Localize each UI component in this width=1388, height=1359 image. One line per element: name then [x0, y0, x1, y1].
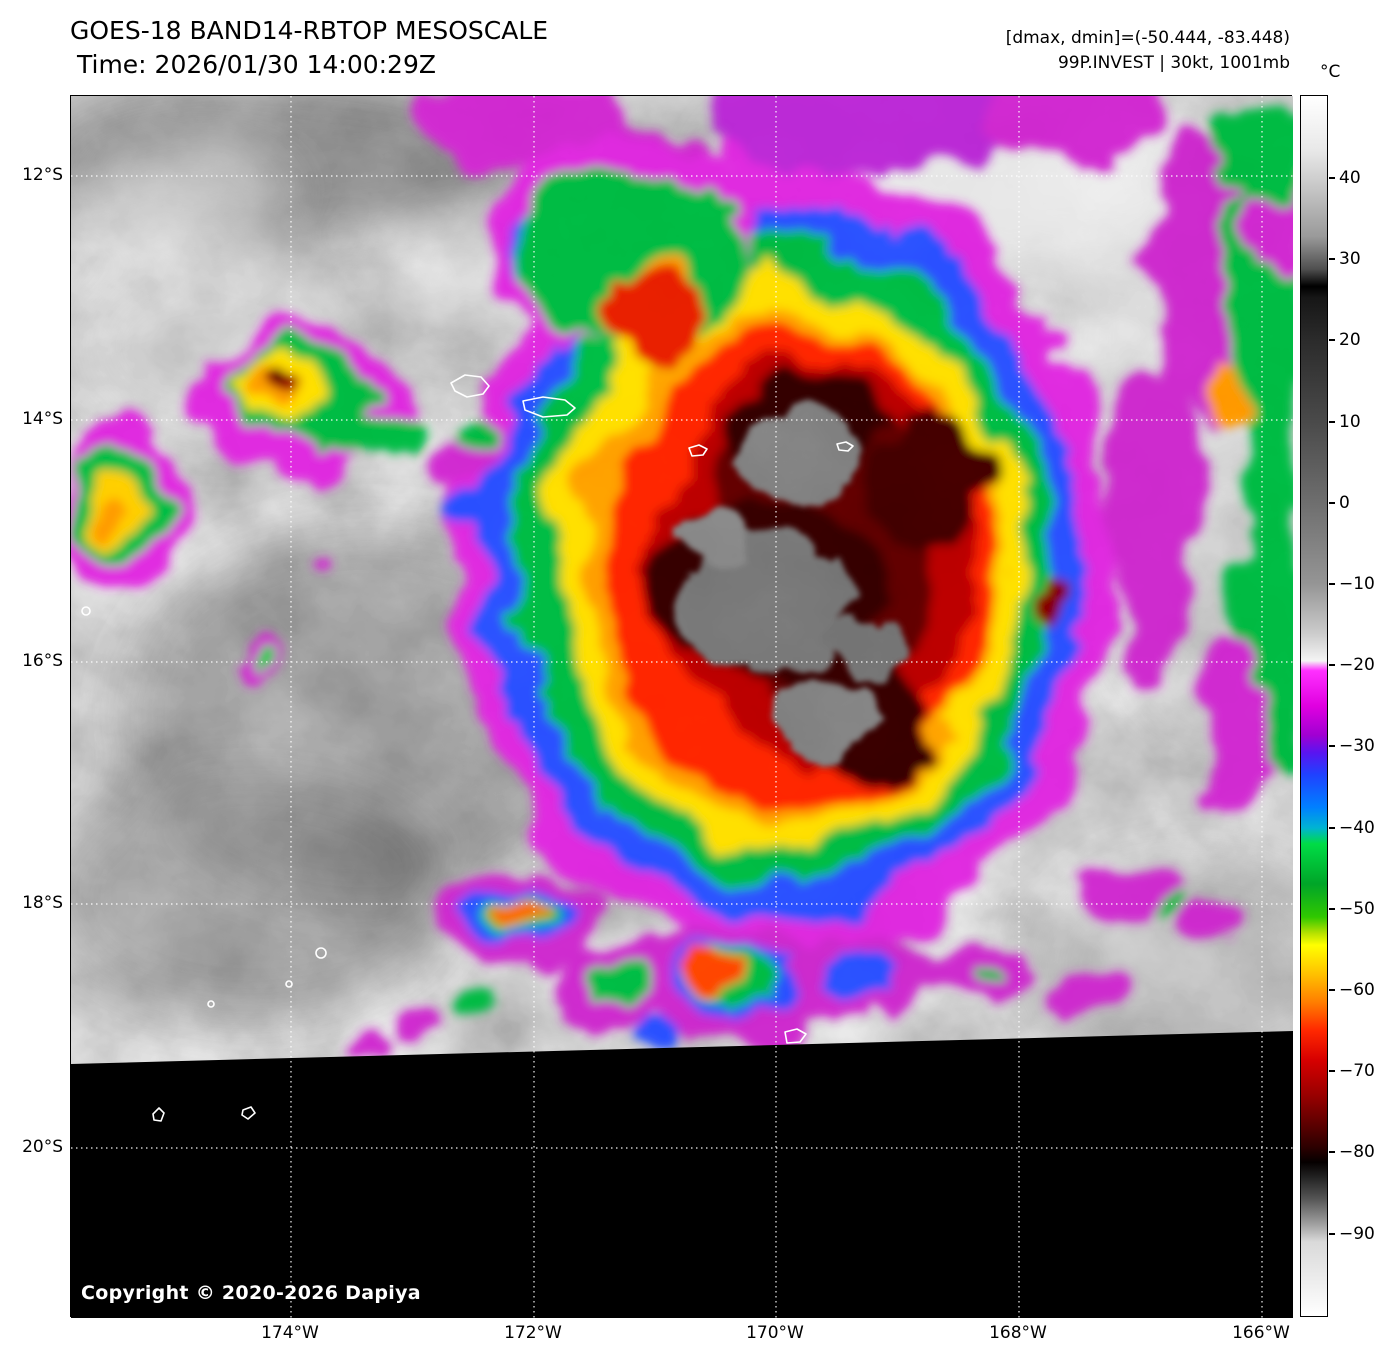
colorbar-tick-label: −10: [1339, 574, 1375, 594]
colorbar-tick-label: 20: [1339, 330, 1361, 350]
lat-label-14s: 14°S: [22, 409, 63, 429]
graticule: [71, 96, 1293, 1318]
colorbar-tick: [1329, 989, 1335, 991]
coastlines: [81, 374, 854, 1122]
lat-label-16s: 16°S: [22, 651, 63, 671]
storm-info: 99P.INVEST | 30kt, 1001mb: [1057, 53, 1290, 73]
colorbar-tick: [1329, 664, 1335, 666]
colorbar-tick-label: −30: [1339, 736, 1375, 756]
product-title: GOES-18 BAND14-RBTOP MESOSCALE: [70, 16, 549, 45]
colorbar-tick: [1329, 745, 1335, 747]
colorbar-tick-label: −90: [1339, 1224, 1375, 1244]
colorbar-tick-label: −20: [1339, 655, 1375, 675]
colorbar-tick: [1329, 908, 1335, 910]
lon-label-170w: 170°W: [746, 1323, 804, 1343]
lon-label-174w: 174°W: [261, 1323, 319, 1343]
colorbar-tick: [1329, 502, 1335, 504]
temperature-colorbar: [1300, 95, 1328, 1317]
colorbar-tick-label: 0: [1339, 493, 1350, 513]
colorbar-tick: [1329, 258, 1335, 260]
colorbar-tick-label: −60: [1339, 980, 1375, 1000]
lat-label-20s: 20°S: [22, 1137, 63, 1157]
colorbar-tick: [1329, 583, 1335, 585]
colorbar-tick-label: 40: [1339, 168, 1361, 188]
colorbar-tick: [1329, 421, 1335, 423]
colorbar-tick-label: −40: [1339, 818, 1375, 838]
colorbar-tick: [1329, 1151, 1335, 1153]
colorbar-tick-label: 10: [1339, 412, 1361, 432]
dmax-dmin-readout: [dmax, dmin]=(-50.444, -83.448): [1005, 28, 1290, 48]
copyright-watermark: Copyright © 2020-2026 Dapiya: [81, 1282, 421, 1304]
colorbar-tick: [1329, 1233, 1335, 1235]
colorbar-tick-label: −80: [1339, 1142, 1375, 1162]
colorbar-tick-label: 30: [1339, 249, 1361, 269]
lon-label-172w: 172°W: [504, 1323, 562, 1343]
no-data-region: [71, 1031, 1293, 1318]
colorbar-tick: [1329, 177, 1335, 179]
colorbar-tick: [1329, 339, 1335, 341]
lon-label-166w: 166°W: [1232, 1323, 1290, 1343]
colorbar-tick-label: −50: [1339, 899, 1375, 919]
lat-label-18s: 18°S: [22, 893, 63, 913]
lat-label-12s: 12°S: [22, 165, 63, 185]
product-time: Time: 2026/01/30 14:00:29Z: [77, 50, 436, 79]
satellite-map: Copyright © 2020-2026 Dapiya: [70, 95, 1293, 1318]
colorbar-tick: [1329, 1070, 1335, 1072]
colorbar-unit-label: °C: [1320, 62, 1341, 82]
colorbar-tick-label: −70: [1339, 1061, 1375, 1081]
colorbar-tick: [1329, 827, 1335, 829]
lon-label-168w: 168°W: [989, 1323, 1047, 1343]
satellite-imagery: [71, 96, 1293, 1318]
